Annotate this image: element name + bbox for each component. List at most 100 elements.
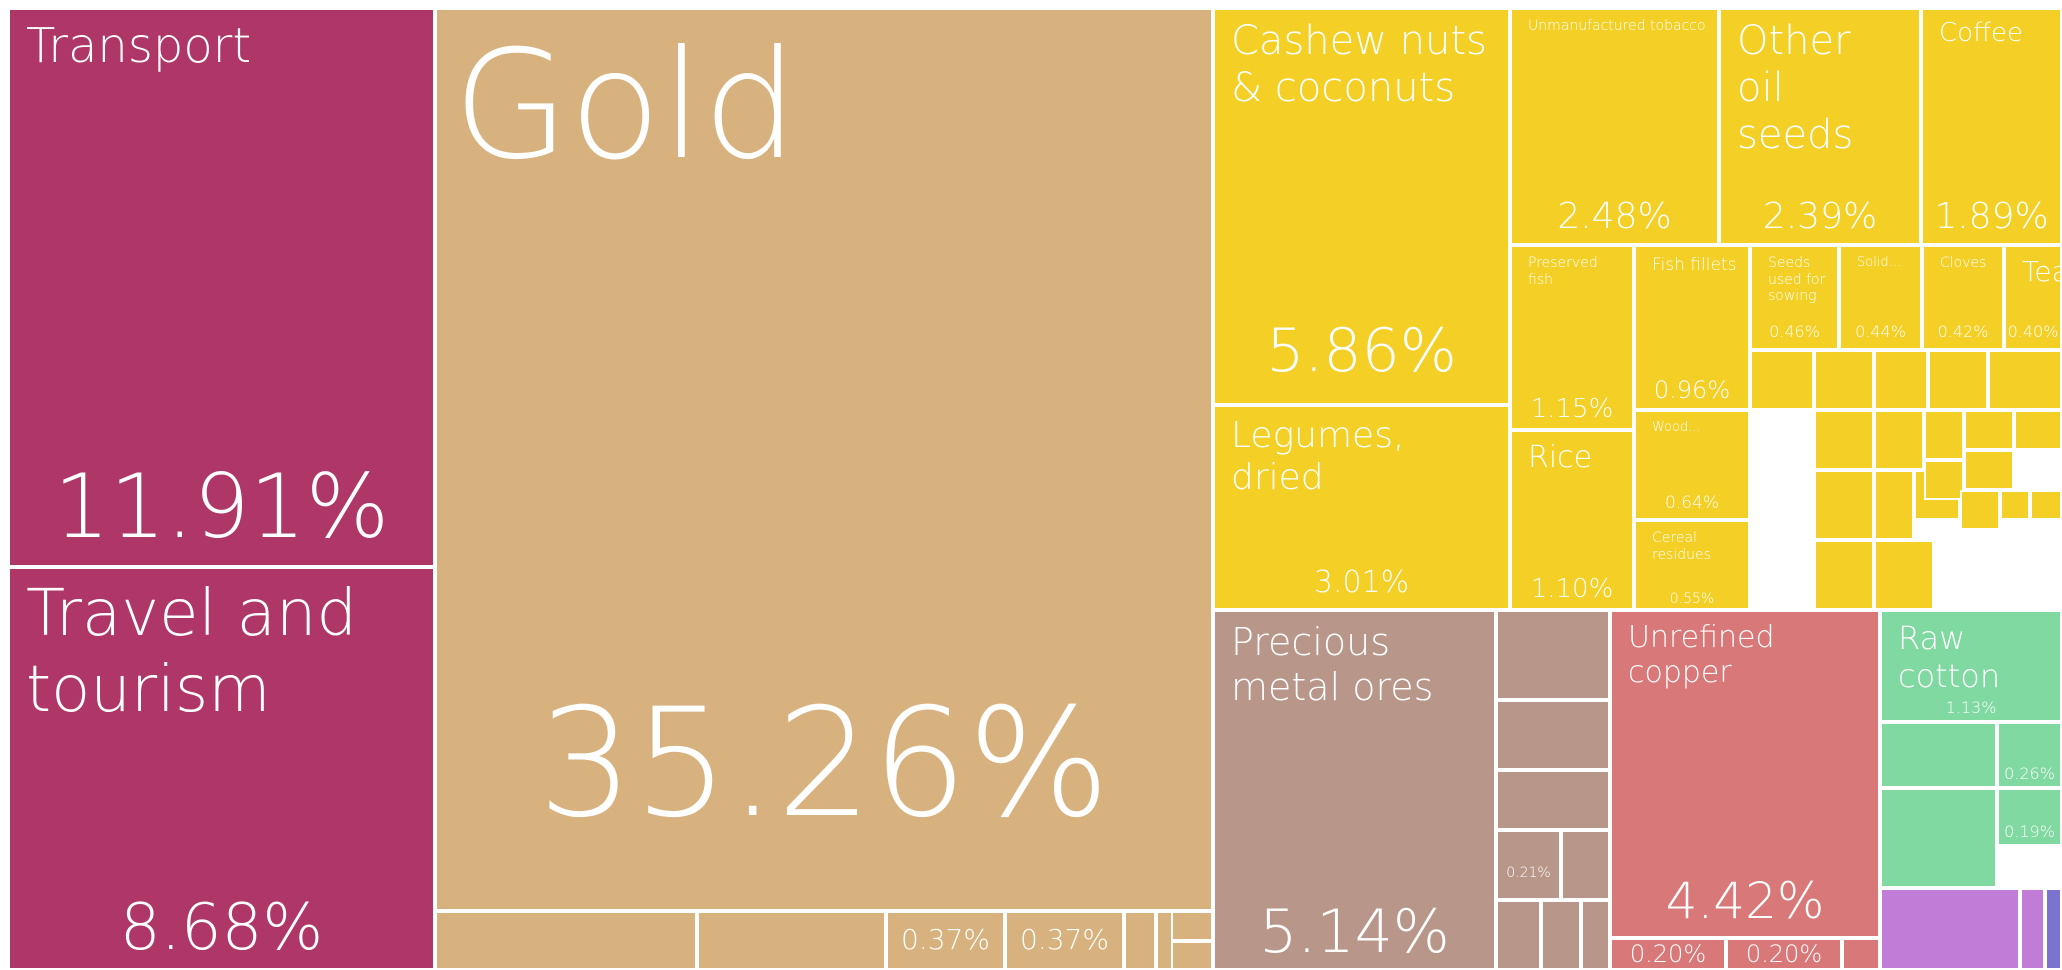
tile-value: 35.26% [538,677,1110,851]
tile-31 [1496,900,1541,970]
tile-value: 1.10% [1530,574,1614,604]
tile-value: 3.01% [1313,565,1410,600]
tile-raw-cotton: Raw cotton 1.13% [1880,610,2062,722]
tile-37 [1842,938,1880,970]
tile-value: 8.68% [119,891,324,965]
tile-value: 0.64% [1664,493,1719,513]
tile-fish-fillets: Fish fillets 0.96% [1634,245,1750,410]
tile-10 [1171,941,1213,970]
tile-49 [1928,350,1988,410]
tile-value: 1.15% [1530,394,1614,424]
tile-unrefined-copper: Unrefined copper 4.42% [1610,610,1880,938]
tile-32 [1541,900,1581,970]
tile-solid: Solid... 0.44% [1839,245,1922,350]
tile-label: Cashew nuts & coconuts [1231,18,1500,112]
tile-seeds-used-for-sowing: Seeds used for sowing 0.46% [1750,245,1839,350]
tile-coffee: Coffee 1.89% [1921,8,2062,245]
tile-value: 2.39% [1762,196,1878,237]
tile-50 [1988,350,2062,410]
tile-5: 0.37% [886,911,1005,970]
tile-label: Travel and tourism [26,577,378,727]
tile-value: 5.86% [1266,316,1457,386]
tile-40: 0.26% [1997,722,2062,788]
tile-label: Coffee [1939,18,2023,48]
tile-label: Wood... [1652,420,1701,435]
tile-travel-and-tourism: Travel and tourism 8.68% [8,567,435,970]
tile-62 [1960,490,2000,530]
tile-tea: Tea 0.40% [2004,245,2062,350]
tile-48 [1874,350,1928,410]
tile-label: Solid... [1857,255,1902,270]
tile-36: 0.20% [1726,938,1842,970]
tile-value: 0.96% [1653,376,1731,404]
tile-label: Unrefined copper [1628,620,1785,691]
tile-label: Unmanufactured tobacco [1528,18,1706,34]
tile-label: Rice [1528,440,1593,475]
tile-value: 4.42% [1665,872,1825,930]
tile-value: 0.55% [1669,591,1715,607]
tile-44 [2020,888,2045,970]
tile-gold: Gold 35.26% [435,8,1213,911]
tile-value: 0.44% [1855,322,1906,341]
tile-30 [1561,830,1610,900]
tile-label: Fish fillets [1652,255,1737,275]
tile-7 [1124,911,1156,970]
tile-9 [1171,911,1213,941]
tile-47 [1814,350,1874,410]
tile-63 [2000,490,2030,520]
tile-28 [1496,770,1610,830]
tile-39 [1880,722,1997,788]
tile-value: 0.37% [1020,923,1109,956]
tile-value: 5.14% [1259,897,1450,967]
tile-value: 0.20% [1745,940,1823,968]
tile-54 [1874,410,1924,470]
tile-52 [1814,470,1874,540]
tile-value: 0.46% [1769,322,1820,341]
tile-label: Legumes, dried [1231,415,1416,499]
tile-4 [697,911,886,970]
tile-value: 11.91% [53,455,390,558]
tile-51 [1814,410,1874,470]
tile-57 [2014,410,2062,450]
tile-label: Raw cotton [1898,619,2001,695]
tile-60 [1924,460,1964,500]
tile-6: 0.37% [1005,911,1124,970]
tile-45 [2045,888,2062,970]
tile-label: Seeds used for sowing [1768,255,1830,305]
tile-unmanufactured-tobacco: Unmanufactured tobacco 2.48% [1510,8,1719,245]
tile-55 [1924,410,1964,460]
tile-wood: Wood... 0.64% [1634,410,1750,520]
tile-rice: Rice 1.10% [1510,430,1634,610]
tile-46 [1750,350,1814,410]
tile-3 [435,911,697,970]
tile-label: Other oil seeds [1737,18,1864,159]
tile-value: 0.21% [1506,865,1551,881]
tile-43 [1880,888,2020,970]
tile-56 [1964,410,2014,450]
tile-other-oil-seeds: Other oil seeds 2.39% [1719,8,1921,245]
tile-cereal-residues: Cereal residues 0.55% [1634,520,1750,610]
tile-29: 0.21% [1496,830,1561,900]
tile-26 [1496,610,1610,700]
tile-label: Preserved fish [1528,255,1603,288]
tile-65 [1874,540,1934,610]
tile-value: 0.37% [901,923,990,956]
tile-value: 0.26% [2004,764,2055,783]
tile-cashew-nuts-coconuts: Cashew nuts & coconuts 5.86% [1213,8,1510,405]
tile-53 [1814,540,1874,610]
tile-41: 0.19% [1997,788,2062,846]
tile-precious-metal-ores: Precious metal ores 5.14% [1213,610,1496,970]
tile-value: 1.13% [1945,698,1997,717]
tile-58 [1874,470,1914,540]
tile-value: 0.20% [1629,940,1707,968]
tile-value: 0.42% [1937,322,1989,341]
tile-value: 1.89% [1934,196,2049,237]
tile-label: Tea [2022,255,2060,288]
tile-label: Cereal residues [1652,530,1711,563]
tile-legumes-dried: Legumes, dried 3.01% [1213,405,1510,610]
tile-35: 0.20% [1610,938,1726,970]
tile-cloves: Cloves 0.42% [1922,245,2004,350]
tile-preserved-fish: Preserved fish 1.15% [1510,245,1634,430]
tile-27 [1496,700,1610,770]
